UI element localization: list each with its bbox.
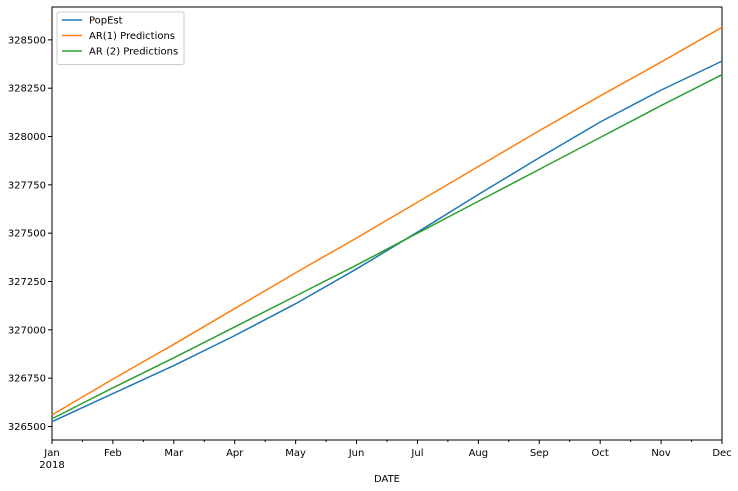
x-tick-label: Sep xyxy=(530,448,549,459)
x-tick-label: Oct xyxy=(592,448,609,459)
y-tick-label: 328250 xyxy=(8,84,46,95)
y-tick-label: 328500 xyxy=(8,35,46,46)
legend-label: PopEst xyxy=(89,16,123,27)
legend-box xyxy=(56,11,185,65)
legend-label: AR (2) Predictions xyxy=(89,47,178,58)
x-tick-label: Nov xyxy=(651,448,671,459)
x-tick-label: Jan xyxy=(43,448,59,459)
x-tick-label: Jun xyxy=(348,448,365,459)
plot-area xyxy=(51,6,723,441)
y-tick-label: 326500 xyxy=(8,422,46,433)
x-axis-title: DATE xyxy=(374,474,400,485)
series-line xyxy=(51,73,723,420)
y-tick-label: 327750 xyxy=(8,180,46,191)
x-tick-label: Feb xyxy=(104,448,122,459)
series-line xyxy=(51,60,723,423)
x-tick-label: May xyxy=(285,448,306,459)
series-line xyxy=(51,26,723,416)
legend-label: AR(1) Predictions xyxy=(89,31,175,42)
y-tick-label: 328000 xyxy=(8,132,46,143)
x-tick-label: Jul xyxy=(410,448,423,459)
y-tick-label: 326750 xyxy=(8,374,46,385)
x-tick-label: Aug xyxy=(469,448,489,459)
y-tick-label: 327500 xyxy=(8,229,46,240)
y-tick-label: 327000 xyxy=(8,325,46,336)
legend: PopEst AR(1) Predictions AR (2) Prediction… xyxy=(56,11,185,65)
y-tick-label: 327250 xyxy=(8,277,46,288)
x-tick-label: Dec xyxy=(712,448,731,459)
series-lines xyxy=(51,26,723,423)
x-axis: 2018 Jan Feb Mar Apr May Jun Jul Aug Sep Oct Nov De… xyxy=(39,440,732,471)
x-tick-label: Apr xyxy=(226,448,244,459)
x-tick-label: Mar xyxy=(164,448,184,459)
x-year-label: 2018 xyxy=(39,460,64,471)
y-axis: 326500 326750 327000 327250 327500 327750 3280… xyxy=(8,35,52,433)
